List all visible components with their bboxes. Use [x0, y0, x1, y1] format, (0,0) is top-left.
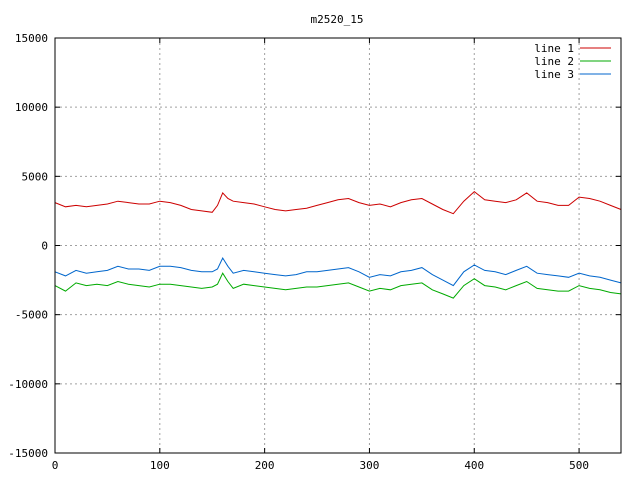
x-tick-label: 500 [569, 459, 589, 472]
y-tick-label: -10000 [8, 378, 48, 391]
x-tick-label: 0 [52, 459, 59, 472]
series-layer [54, 190, 622, 299]
grid-layer [55, 38, 621, 453]
series-line-3 [54, 256, 622, 287]
y-tick-label: 10000 [15, 101, 48, 114]
legend-label-1: line 1 [534, 42, 574, 55]
legend-label-2: line 2 [534, 55, 574, 68]
x-tick-label: 100 [150, 459, 170, 472]
x-tick-label: 400 [464, 459, 484, 472]
y-tick-label: 0 [41, 240, 48, 253]
x-tick-label: 200 [255, 459, 275, 472]
y-tick-label: 15000 [15, 32, 48, 45]
x-tick-label: 300 [360, 459, 380, 472]
ticks-layer: 0 100 200 300 400 500 -15000 -10000 -5000 0 5000 10… [8, 32, 621, 472]
chart-title: m2520_15 [311, 13, 364, 26]
y-tick-label: -5000 [15, 309, 48, 322]
series-line-2 [54, 272, 622, 299]
y-tick-label: 5000 [22, 170, 49, 183]
series-line-1 [54, 190, 622, 215]
legend-label-3: line 3 [534, 68, 574, 81]
y-tick-label: -15000 [8, 447, 48, 460]
